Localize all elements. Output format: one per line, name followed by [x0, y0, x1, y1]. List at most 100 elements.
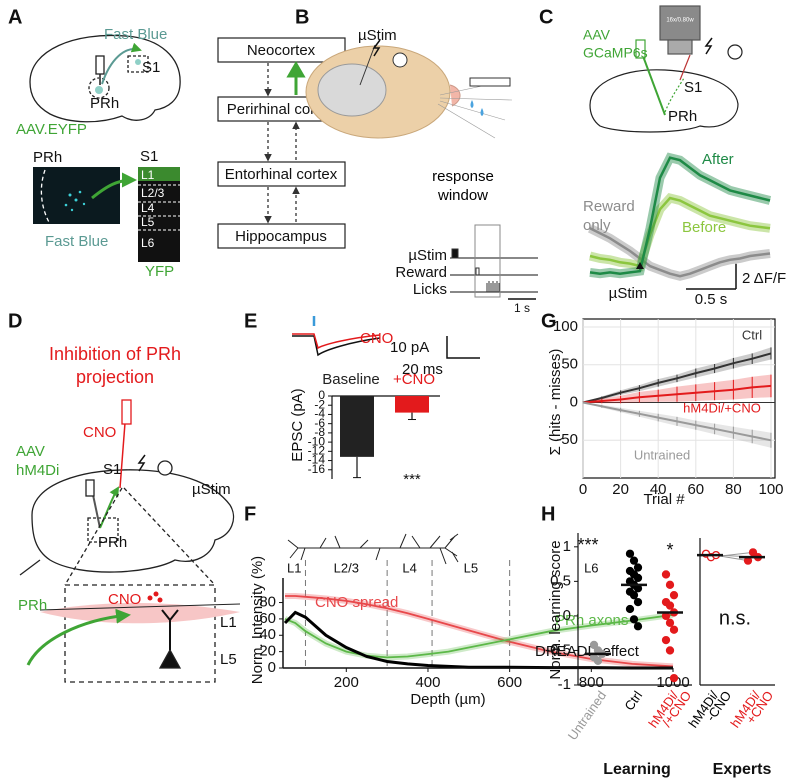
data-point: [669, 673, 679, 683]
data-point: [625, 604, 635, 614]
layer-label: L1: [287, 560, 301, 575]
data-point: [633, 563, 643, 572]
x-tick-label: 80: [725, 481, 742, 498]
panel-label: E: [244, 310, 257, 332]
data-point: [665, 618, 675, 627]
x-axis-label: Depth (µm): [410, 691, 485, 708]
data-point: [625, 549, 635, 558]
y-axis-label: Σ (hits - misses): [547, 349, 564, 456]
x-tick-label: 100: [758, 481, 783, 498]
label: S1: [142, 59, 160, 76]
x-tick-label: 20: [612, 481, 629, 498]
panel-d-drawing: [19, 399, 241, 683]
layer-label: L5: [464, 560, 478, 575]
y-tick-label: -2: [314, 397, 325, 411]
series-label: After: [702, 151, 734, 168]
box-label: Neocortex: [247, 42, 316, 59]
y-tick-label: 0: [318, 388, 325, 402]
x-tick-label: 1000: [656, 674, 689, 691]
scale-label: 0.5 s: [695, 291, 728, 308]
y-tick-label: -16: [308, 462, 326, 476]
y-axis-label: EPSC (pA): [289, 388, 306, 461]
series-label: DREADD effect: [535, 643, 640, 660]
data-point: [633, 597, 643, 607]
y-tick-label: 0: [570, 393, 578, 410]
y-tick-label: 20: [259, 643, 276, 660]
bar: [395, 396, 429, 413]
trace: [589, 196, 771, 268]
annotation: *: [666, 540, 673, 560]
label: µStim: [358, 27, 397, 44]
label: YFP: [145, 263, 174, 280]
x-tick-label: 60: [687, 481, 704, 498]
x-tick-label: 600: [497, 674, 522, 691]
y-tick-label: 0: [268, 659, 276, 676]
scale-label: 1 s: [514, 301, 530, 315]
panel-label: G: [541, 310, 557, 332]
layer-label: L1: [141, 168, 155, 182]
trace: [285, 595, 674, 668]
series-label: hM4Di/+CNO: [683, 400, 761, 415]
row-label: Licks: [413, 281, 447, 298]
label: PRh: [668, 108, 697, 125]
label: S1: [103, 461, 121, 478]
data-point: [748, 548, 758, 557]
label: L5: [220, 651, 237, 668]
y-tick-label: -12: [308, 444, 326, 458]
label: PRh: [18, 597, 47, 614]
label: response window: [432, 168, 494, 204]
y-tick-label: 40: [259, 626, 276, 643]
label: L1: [220, 614, 237, 631]
x-tick-label: 40: [650, 481, 667, 498]
data-point: [593, 656, 603, 665]
panel-label: H: [541, 503, 555, 525]
label: S1: [684, 79, 702, 96]
scale-label: 2 ΔF/F: [742, 270, 786, 287]
series-label: CNO spread: [315, 594, 398, 611]
group-label: Experts: [713, 761, 772, 778]
category-label: Ctrl: [621, 688, 645, 713]
label: PRh: [90, 95, 119, 112]
label: CNO: [360, 330, 393, 347]
data-point: [629, 591, 639, 600]
y-tick-label: 0: [563, 607, 571, 624]
panel-title: Inhibition of PRh projection: [48, 344, 182, 387]
annotation: ***: [577, 535, 598, 555]
label: AAV: [16, 443, 45, 460]
bar: [340, 396, 374, 457]
panel-c-drawing: [589, 5, 743, 133]
event-label: µStim: [609, 285, 648, 302]
box-label: Hippocampus: [235, 228, 327, 245]
data-point: [629, 615, 639, 624]
data-point: [589, 640, 599, 650]
neuron-drawing: [287, 533, 459, 565]
annotation: ***: [403, 471, 421, 488]
layer-label: L5: [141, 215, 155, 229]
series-label: Before: [682, 219, 726, 236]
y-tick-label: 1: [563, 538, 571, 555]
y-tick-label: -8: [314, 425, 325, 439]
data-point: [669, 625, 679, 634]
category-label: Untrained: [565, 688, 610, 743]
y-tick-label: -6: [314, 416, 325, 430]
layer-label: L4: [141, 201, 155, 215]
x-tick-label: 800: [579, 674, 604, 691]
y-axis-label: Norm. Intensity (%): [249, 556, 266, 684]
layer-label: L4: [402, 560, 416, 575]
y-tick-label: 80: [259, 594, 276, 611]
series-label: Untrained: [634, 447, 690, 462]
series-label: PRh axons: [555, 612, 628, 629]
label: Fast Blue: [45, 233, 108, 250]
x-tick-label: 200: [334, 674, 359, 691]
layer-label: L2/3: [334, 560, 359, 575]
row-label: Reward: [395, 264, 447, 281]
panel-label: A: [8, 6, 22, 28]
panel-e-traces: [292, 316, 480, 359]
row-label: µStim: [408, 247, 447, 264]
label: GCaMP6s: [583, 45, 648, 61]
data-point: [665, 601, 675, 610]
y-tick-label: -4: [314, 407, 325, 421]
y-tick-label: 100: [553, 318, 578, 335]
data-point: [629, 556, 639, 565]
event-marker: [636, 262, 644, 269]
